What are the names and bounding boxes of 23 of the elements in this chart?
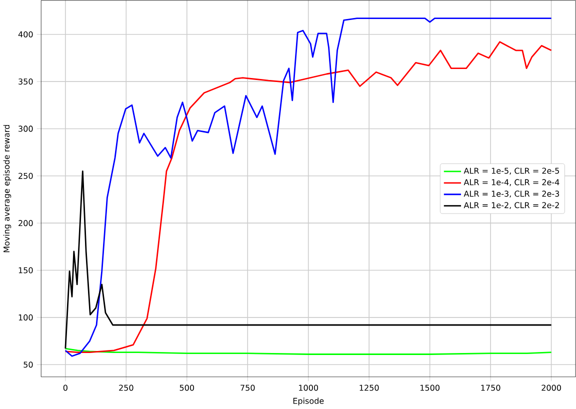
x-tick-label: 1250 [360,384,379,391]
y-tick-label: 250 [18,172,33,180]
y-axis-title: Moving average episode reward [3,125,12,252]
x-tick-label: 250 [119,384,134,391]
x-tick-label: 0 [63,384,68,391]
y-tick-label: 150 [18,267,33,274]
y-tick-label: 350 [18,78,33,85]
x-tick-label: 500 [180,384,194,391]
legend-label: ALR = 1e-3, CLR = 2e-3 [464,190,560,198]
legend-label: ALR = 1e-4, CLR = 2e-4 [464,179,560,186]
x-tick-label: 2000 [542,384,561,391]
x-axis-title: Episode [293,398,324,406]
legend-label: ALR = 1e-5, CLR = 2e-5 [464,168,559,175]
x-tick-label: 1750 [481,384,500,391]
y-tick-label: 100 [18,314,33,321]
y-tick-label: 400 [18,31,33,38]
y-tick-label: 300 [18,126,33,132]
y-tick-label: 50 [24,362,33,368]
x-tick-label: 1000 [299,384,318,391]
y-tick-label: 200 [18,220,33,226]
x-tick-label: 750 [240,384,255,391]
legend-label: ALR = 1e-2, CLR = 2e-2 [464,202,559,210]
x-tick-label: 1500 [420,384,440,391]
